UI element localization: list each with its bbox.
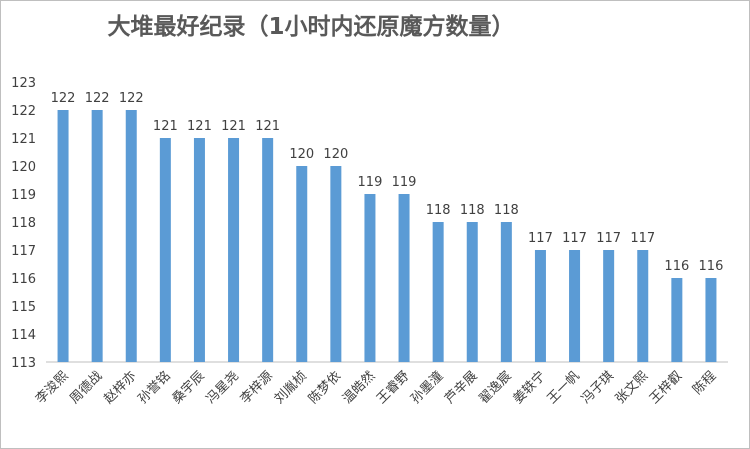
y-tick-label: 122 bbox=[11, 104, 36, 119]
bar bbox=[398, 194, 410, 362]
data-label: 120 bbox=[289, 147, 314, 162]
bar bbox=[569, 250, 581, 362]
data-label: 119 bbox=[358, 175, 383, 190]
data-label: 121 bbox=[187, 119, 212, 134]
data-label: 121 bbox=[221, 119, 246, 134]
x-tick-label: 温皓然 bbox=[339, 368, 378, 407]
x-tick-label: 冯子琪 bbox=[579, 369, 617, 407]
bar bbox=[193, 138, 205, 362]
data-label: 122 bbox=[51, 91, 76, 106]
bar bbox=[534, 250, 546, 362]
bar bbox=[603, 250, 615, 362]
bar bbox=[296, 166, 308, 362]
data-label: 117 bbox=[528, 231, 553, 246]
data-label: 120 bbox=[323, 147, 348, 162]
y-tick-label: 116 bbox=[11, 272, 36, 287]
bar bbox=[91, 110, 103, 362]
bar bbox=[500, 222, 512, 362]
data-label: 117 bbox=[596, 231, 621, 246]
x-tick-label: 翟逸宸 bbox=[476, 368, 515, 407]
x-tick-label: 刘胤桢 bbox=[271, 368, 310, 407]
x-tick-label: 王睿野 bbox=[374, 369, 412, 407]
y-tick-label: 117 bbox=[11, 244, 36, 259]
x-tick-label: 姜轶宁 bbox=[510, 368, 549, 407]
data-label: 119 bbox=[392, 175, 417, 190]
data-label: 118 bbox=[426, 203, 451, 218]
data-label: 121 bbox=[153, 119, 178, 134]
x-tick-label: 桑宇辰 bbox=[170, 369, 208, 407]
bar bbox=[262, 138, 274, 362]
x-tick-label: 李浚熙 bbox=[33, 369, 71, 407]
bar bbox=[637, 250, 649, 362]
data-label: 118 bbox=[460, 203, 485, 218]
x-tick-label: 李梓源 bbox=[238, 369, 276, 407]
bar bbox=[57, 110, 69, 362]
data-label: 118 bbox=[494, 203, 519, 218]
x-tick-label: 赵梓亦 bbox=[101, 368, 140, 407]
y-tick-label: 123 bbox=[11, 76, 36, 91]
bar bbox=[432, 222, 444, 362]
y-tick-label: 113 bbox=[11, 356, 36, 371]
x-tick-label: 王梓叡 bbox=[647, 369, 685, 407]
x-tick-label: 冯星尧 bbox=[204, 369, 242, 407]
bar bbox=[364, 194, 376, 362]
data-label: 117 bbox=[630, 231, 655, 246]
bar bbox=[466, 222, 478, 362]
bar bbox=[705, 278, 717, 362]
data-label: 122 bbox=[85, 91, 110, 106]
x-tick-label: 王一帆 bbox=[545, 369, 583, 407]
y-tick-label: 114 bbox=[11, 328, 36, 343]
x-tick-label: 陈梦依 bbox=[305, 368, 344, 407]
data-label: 116 bbox=[699, 259, 724, 274]
bar bbox=[671, 278, 683, 362]
y-tick-label: 121 bbox=[11, 132, 36, 147]
x-tick-label: 孙誉铭 bbox=[135, 369, 173, 407]
x-tick-label: 周德战 bbox=[67, 369, 105, 407]
data-label: 121 bbox=[255, 119, 280, 134]
x-tick-label: 孙墨潼 bbox=[408, 368, 447, 407]
y-tick-label: 120 bbox=[11, 160, 36, 175]
bar bbox=[228, 138, 240, 362]
bar bbox=[125, 110, 137, 362]
data-label: 117 bbox=[562, 231, 587, 246]
bar bbox=[330, 166, 342, 362]
chart-title: 大堆最好纪录（1小时内还原魔方数量） bbox=[107, 14, 515, 40]
x-tick-label: 芦辛展 bbox=[442, 369, 480, 407]
x-tick-label: 陈程 bbox=[690, 368, 720, 398]
bar bbox=[159, 138, 171, 362]
data-label: 122 bbox=[119, 91, 144, 106]
data-label: 116 bbox=[664, 259, 689, 274]
x-tick-label: 张文熙 bbox=[613, 369, 651, 407]
y-tick-label: 119 bbox=[11, 188, 36, 203]
y-tick-label: 115 bbox=[11, 300, 36, 315]
y-tick-label: 118 bbox=[11, 216, 36, 231]
